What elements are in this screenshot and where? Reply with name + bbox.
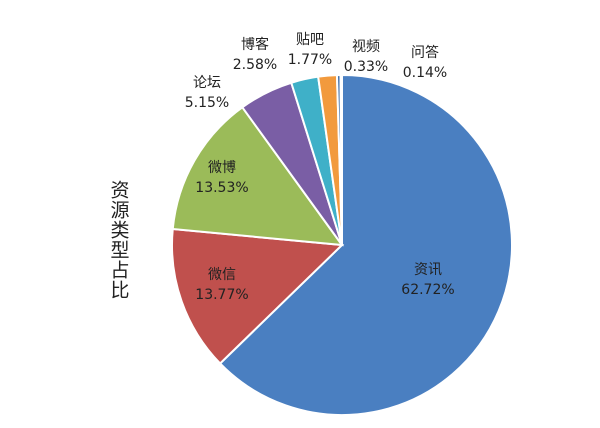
pie-slice bbox=[218, 73, 513, 416]
pie-slice bbox=[171, 105, 345, 247]
slice-value-label: 0.14% bbox=[403, 65, 447, 81]
slice-value-label: 62.72% bbox=[401, 282, 454, 298]
slice-label: 微博 bbox=[208, 159, 236, 176]
slice-label: 资讯 bbox=[414, 262, 442, 278]
slice-value-label: 0.33% bbox=[344, 59, 388, 75]
slice-value-label: 13.77% bbox=[195, 287, 248, 303]
slice-value-label: 5.15% bbox=[185, 95, 229, 111]
slice-value-label: 1.77% bbox=[288, 52, 332, 68]
slice-label: 问答 bbox=[411, 44, 439, 61]
slice-label: 论坛 bbox=[193, 75, 221, 91]
slice-value-label: 2.58% bbox=[233, 57, 277, 73]
slice-label: 微信 bbox=[208, 267, 236, 283]
slice-label: 视频 bbox=[352, 39, 380, 55]
slice-value-label: 13.53% bbox=[195, 180, 248, 196]
slice-label: 贴吧 bbox=[296, 32, 324, 48]
pie-slice bbox=[171, 227, 345, 365]
pie-slice bbox=[339, 73, 343, 246]
slice-label: 博客 bbox=[241, 36, 269, 53]
chart-title: 资源类型占比 bbox=[108, 180, 130, 300]
